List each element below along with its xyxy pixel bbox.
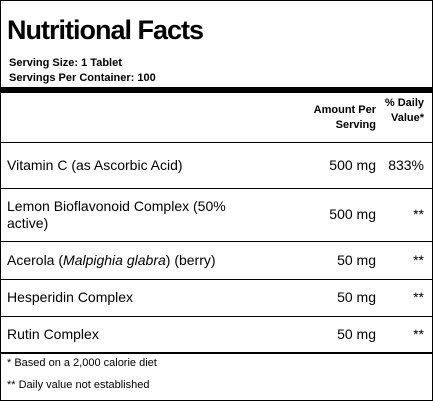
name-part: Malpighia glabra — [63, 251, 166, 268]
servings-per-container: Servings Per Container: 100 — [9, 72, 156, 84]
nutrient-name: Acerola (Malpighia glabra) (berry) — [7, 252, 247, 269]
name-part: ) (berry) — [165, 251, 216, 268]
nutrient-name: Lemon Bioflavonoid Complex (50% active) — [7, 198, 247, 232]
daily-value: ** — [413, 251, 424, 268]
amount-header: Amount Per Serving — [313, 104, 376, 131]
daily-value: ** — [413, 289, 424, 305]
rule — [1, 316, 432, 317]
name-part: Vitamin C (as Ascorbic Acid) — [7, 157, 183, 173]
nutrient-name: Vitamin C (as Ascorbic Acid) — [7, 157, 247, 174]
amount: 50 mg — [337, 251, 376, 268]
footnote: ** Daily value not established — [7, 379, 150, 391]
serving-size: Serving Size: 1 Tablet — [9, 57, 122, 69]
rule — [1, 279, 432, 280]
daily-value: 833% — [388, 157, 424, 173]
footnote: * Based on a 2,000 calorie diet — [7, 357, 157, 369]
daily-value-header: % Daily Value* — [384, 97, 424, 124]
rule — [1, 142, 432, 143]
rule — [1, 352, 432, 354]
name-part: Lemon Bioflavonoid Complex (50% active) — [7, 197, 226, 231]
thick-rule — [1, 87, 432, 93]
amount: 500 mg — [329, 157, 376, 173]
name-part: Acerola ( — [7, 251, 64, 268]
amount: 50 mg — [337, 289, 376, 305]
name-part: Rutin Complex — [7, 325, 99, 342]
amount: 50 mg — [337, 325, 376, 342]
daily-value: ** — [413, 206, 424, 222]
nutrient-name: Rutin Complex — [7, 326, 247, 343]
amount: 500 mg — [329, 206, 376, 222]
title: Nutritional Facts — [7, 15, 204, 45]
daily-value: ** — [413, 325, 424, 342]
name-part: Hesperidin Complex — [7, 289, 134, 305]
rule — [1, 241, 432, 242]
nutrient-name: Hesperidin Complex — [7, 289, 247, 306]
rule — [1, 188, 432, 189]
